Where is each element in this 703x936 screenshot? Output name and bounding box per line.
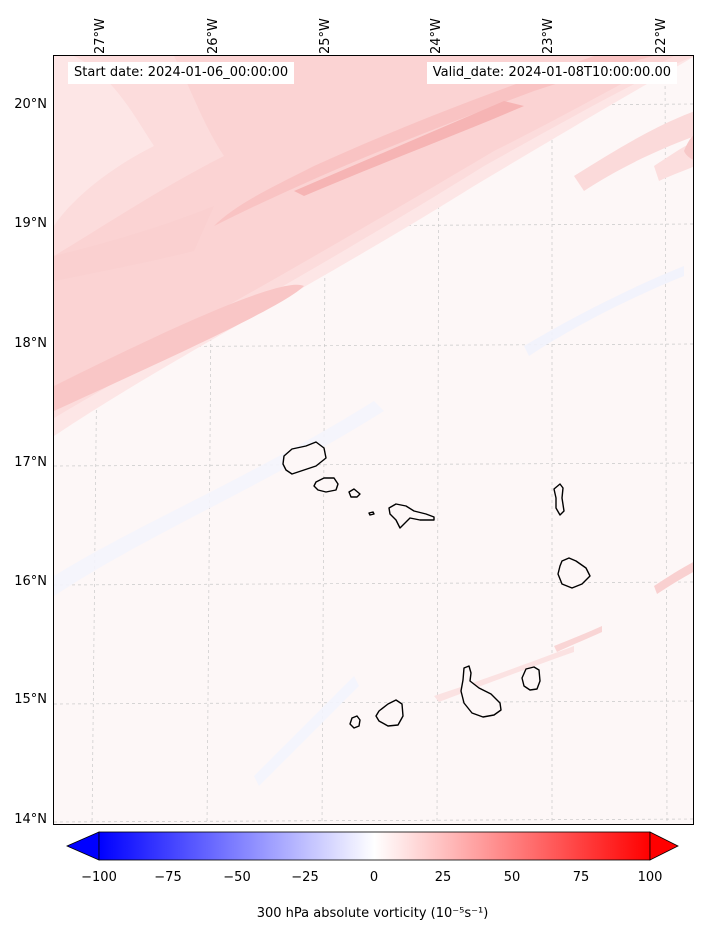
coastlines bbox=[282, 441, 591, 729]
colorbar-tick: 25 bbox=[434, 870, 452, 885]
island-santa-luzia bbox=[348, 488, 361, 498]
lon-tick-24w: 24°W bbox=[429, 18, 444, 54]
colorbar-tick: −50 bbox=[223, 870, 251, 885]
lat-tick-19: 19°N bbox=[14, 216, 47, 231]
colorbar-tick: 0 bbox=[369, 870, 379, 885]
lon-tick-27w: 27°W bbox=[93, 18, 108, 54]
lon-tick-26w: 26°W bbox=[206, 18, 221, 54]
island-maio bbox=[521, 666, 541, 691]
island-brava bbox=[349, 715, 361, 729]
island-fogo bbox=[375, 699, 404, 727]
colorbar-extend-low bbox=[66, 831, 100, 861]
island-boa-vista bbox=[557, 557, 591, 589]
colorbar-tick: −100 bbox=[81, 870, 117, 885]
start-date-label: Start date: 2024-01-06_00:00:00 bbox=[68, 62, 295, 84]
colorbar-extend-high bbox=[649, 831, 679, 861]
colorbar-tick: 100 bbox=[637, 870, 663, 885]
colorbar-tick: 50 bbox=[503, 870, 521, 885]
map-frame[interactable] bbox=[53, 55, 694, 825]
lat-tick-18: 18°N bbox=[14, 336, 47, 351]
island-ilheu-raso bbox=[368, 511, 375, 516]
lat-tick-20: 20°N bbox=[14, 97, 47, 112]
colorbar-tick: 75 bbox=[572, 870, 590, 885]
colorbar-tick: −75 bbox=[154, 870, 182, 885]
colorbar-tick: −25 bbox=[291, 870, 319, 885]
valid-date-label: Valid_date: 2024-01-08T10:00:00.00 bbox=[426, 62, 677, 84]
lon-tick-23w: 23°W bbox=[541, 18, 556, 54]
island-sal bbox=[553, 483, 565, 516]
lat-tick-15: 15°N bbox=[14, 692, 47, 707]
island-sao-nicolau bbox=[388, 503, 435, 529]
island-santo-antao bbox=[282, 441, 327, 475]
island-santiago bbox=[460, 665, 502, 718]
island-sao-vicente bbox=[313, 477, 339, 493]
colorbar bbox=[66, 831, 679, 861]
colorbar-gradient bbox=[98, 831, 651, 861]
lat-tick-14: 14°N bbox=[14, 812, 47, 827]
lat-tick-17: 17°N bbox=[14, 455, 47, 470]
vorticity-map bbox=[54, 56, 693, 824]
vorticity-field bbox=[54, 56, 693, 786]
colorbar-label: 300 hPa absolute vorticity (10⁻⁵s⁻¹) bbox=[256, 906, 489, 921]
lon-tick-25w: 25°W bbox=[318, 18, 333, 54]
lat-tick-16: 16°N bbox=[14, 574, 47, 589]
lon-tick-22w: 22°W bbox=[654, 18, 669, 54]
